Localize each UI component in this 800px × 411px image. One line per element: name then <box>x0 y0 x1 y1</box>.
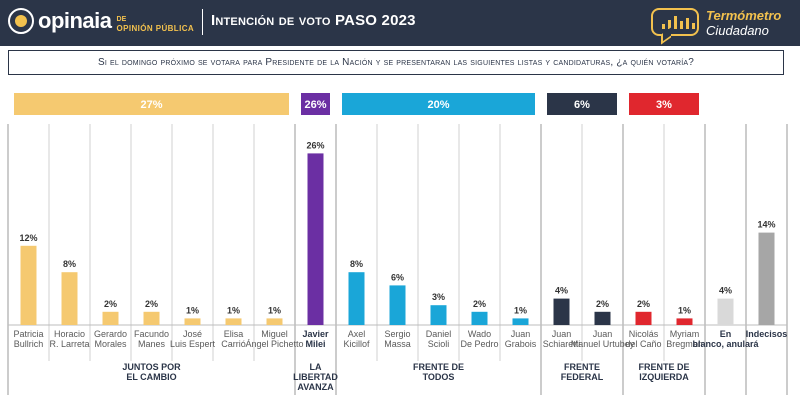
candidate-name-12: Juan Grabois <box>505 329 537 349</box>
bar-3 <box>143 311 160 325</box>
bar-5 <box>225 318 242 325</box>
logo-sub-de: DE <box>116 16 127 23</box>
bar-11 <box>471 311 488 325</box>
value-label-9: 6% <box>391 272 404 282</box>
bar-2 <box>102 311 119 325</box>
value-label-16: 1% <box>678 305 691 315</box>
group-total-label: 27% <box>140 99 162 111</box>
value-label-3: 2% <box>145 299 158 309</box>
value-label-1: 8% <box>63 259 76 269</box>
candidate-name-16: Myriam Bregman <box>666 329 703 349</box>
value-label-2: 2% <box>104 299 117 309</box>
candidate-name-7: Javier Milei <box>302 329 329 349</box>
group-header-1 <box>301 93 330 115</box>
header-bar: opinaia DE OPINIÓN PÚBLICA Intención de … <box>0 0 800 46</box>
bar-6 <box>266 318 283 325</box>
value-label-10: 3% <box>432 292 445 302</box>
group-total-label: 3% <box>656 99 672 111</box>
group-name-label: FRENTE FEDERAL <box>561 362 604 382</box>
group-total-label: 20% <box>427 99 449 111</box>
group-name-label: FRENTE DE TODOS <box>413 362 464 382</box>
group-name-label: FRENTE DE IZQUIERDA <box>638 362 689 382</box>
bar-14 <box>594 311 611 325</box>
bar-12 <box>512 318 529 325</box>
value-label-11: 2% <box>473 299 486 309</box>
group-name-label: LA LIBERTAD AVANZA <box>293 362 338 392</box>
candidate-name-8: Axel Kicillof <box>343 329 370 349</box>
bar-9 <box>389 285 406 325</box>
value-label-7: 26% <box>306 140 324 150</box>
candidate-name-9: Sergio Massa <box>384 329 411 349</box>
bar-16 <box>676 318 693 325</box>
group-name-label: JUNTOS POR EL CAMBIO <box>122 362 181 382</box>
value-label-12: 1% <box>514 305 527 315</box>
bar-17 <box>717 298 734 325</box>
candidate-name-15: Nicolás del Caño <box>625 329 661 349</box>
value-label-0: 12% <box>19 233 37 243</box>
value-label-15: 2% <box>637 299 650 309</box>
group-header-2 <box>342 93 535 115</box>
value-label-17: 4% <box>719 286 732 296</box>
group-header-0 <box>14 93 289 115</box>
bar-4 <box>184 318 201 325</box>
brand-line-2: Ciudadano <box>706 23 769 38</box>
logo-text: opinaia <box>38 8 112 33</box>
header-divider <box>202 9 203 35</box>
opinaia-logo: opinaia DE OPINIÓN PÚBLICA <box>8 6 194 36</box>
candidate-name-0: Patricia Bullrich <box>13 329 43 349</box>
value-label-14: 2% <box>596 299 609 309</box>
group-total-label: 6% <box>574 99 590 111</box>
candidate-name-13: Juan Schiaretti <box>543 329 581 349</box>
bar-1 <box>61 272 78 325</box>
candidate-name-5: Elisa Carrió <box>221 329 246 349</box>
candidate-name-10: Daniel Scioli <box>426 329 452 349</box>
logo-circle-icon <box>8 8 34 34</box>
value-label-6: 1% <box>268 305 281 315</box>
bar-7 <box>307 153 324 325</box>
value-label-8: 8% <box>350 259 363 269</box>
group-total-label: 26% <box>304 99 326 111</box>
candidate-name-11: Wado De Pedro <box>460 329 498 349</box>
bar-10 <box>430 305 447 325</box>
candidate-name-14: Juan Manuel Urtubey <box>571 329 635 349</box>
candidate-name-3: Facundo Manes <box>134 329 169 349</box>
page-title: Intención de voto PASO 2023 <box>211 12 416 29</box>
candidate-name-18: Indecisos <box>746 329 788 339</box>
bar-0 <box>20 245 37 325</box>
bar-15 <box>635 311 652 325</box>
survey-question: Si el domingo próximo se votara para Pre… <box>8 50 784 75</box>
candidate-name-1: Horacio R. Larreta <box>49 329 89 349</box>
bar-13 <box>553 298 570 325</box>
candidate-name-17: En blanco, anulará <box>692 329 759 349</box>
group-header-3 <box>547 93 617 115</box>
value-label-13: 4% <box>555 286 568 296</box>
brand-line-1: Termómetro <box>706 8 782 23</box>
chat-bars-icon <box>651 8 699 36</box>
brand-termometro: Termómetro Ciudadano <box>706 8 781 38</box>
candidate-name-2: Gerardo Morales <box>94 329 127 349</box>
value-label-4: 1% <box>186 305 199 315</box>
logo-sub-opinion: OPINIÓN PÚBLICA <box>116 24 195 33</box>
value-label-18: 14% <box>757 220 775 230</box>
group-header-4 <box>629 93 699 115</box>
bar-18 <box>758 232 775 325</box>
logo-subtitle: DE OPINIÓN PÚBLICA <box>117 15 195 33</box>
candidate-name-4: José Luis Espert <box>170 329 216 349</box>
value-label-5: 1% <box>227 305 240 315</box>
candidate-name-6: Miguel Ángel Pichetto <box>245 329 303 349</box>
bar-8 <box>348 272 365 325</box>
